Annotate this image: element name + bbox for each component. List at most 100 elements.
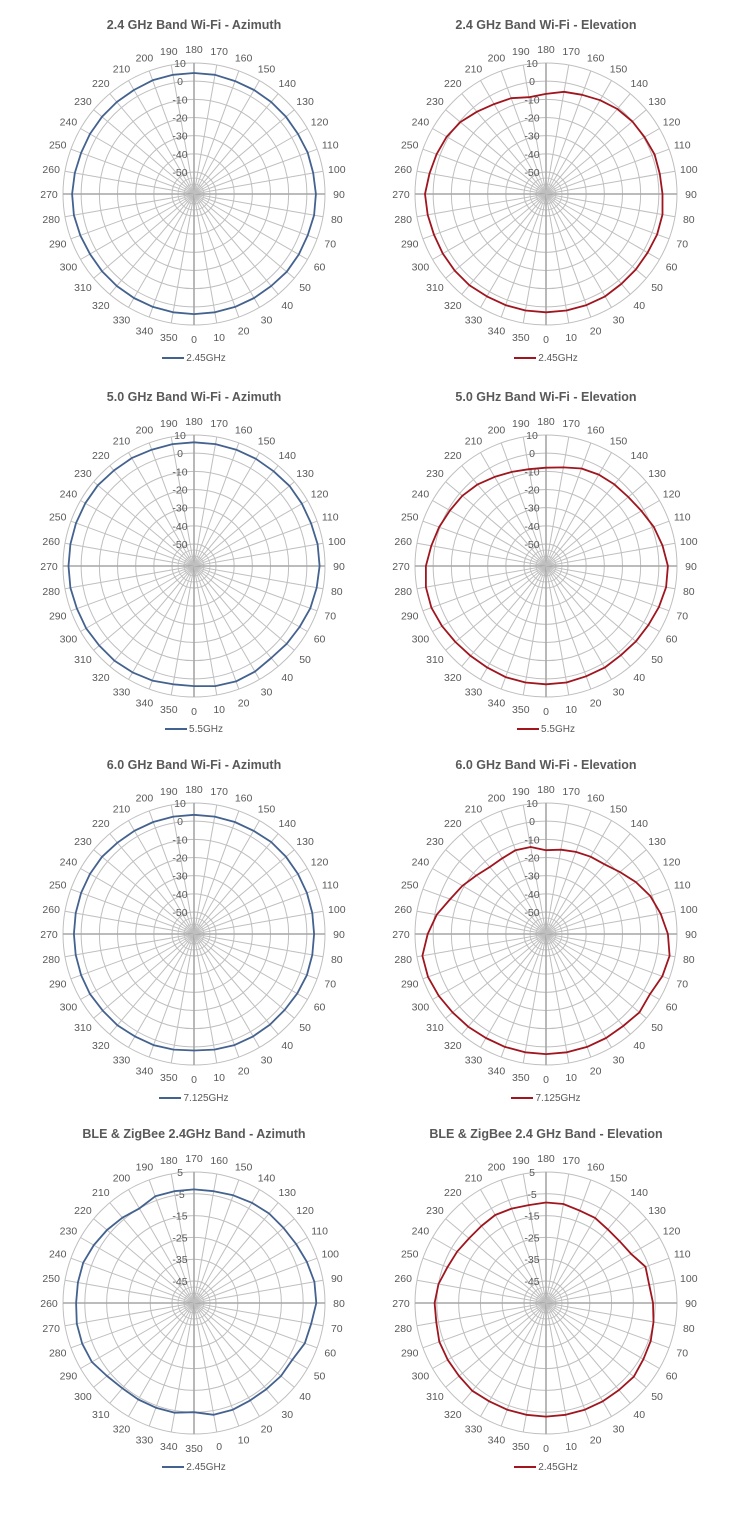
grid-spoke: [545, 565, 570, 696]
angle-tick-label: 280: [49, 1348, 67, 1360]
angle-tick-label: 240: [412, 1226, 430, 1238]
radial-tick-label: -20: [524, 485, 539, 497]
legend: 2.45GHz: [364, 353, 728, 364]
grid-spoke: [193, 520, 318, 567]
grid-spoke: [80, 500, 195, 567]
chart-title: 5.0 GHz Band Wi-Fi - Elevation: [455, 390, 637, 404]
angle-tick-label: 170: [562, 46, 580, 58]
radial-tick-label: -20: [172, 113, 187, 125]
angle-tick-label: 220: [92, 818, 110, 830]
grid-spoke: [193, 1237, 308, 1304]
angle-tick-label: 340: [488, 1065, 506, 1077]
chart-panel-ble-elevation: BLE & ZigBee 2.4 GHz Band - Elevation 18…: [364, 1117, 728, 1485]
angle-tick-label: 210: [113, 63, 131, 75]
grid-spoke: [93, 109, 195, 195]
polar-chart: 1801902002102202302402502602702802903003…: [40, 784, 346, 1086]
angle-tick-label: 180: [537, 1153, 555, 1165]
angle-tick-label: 0: [191, 1074, 197, 1086]
angle-tick-label: 310: [426, 282, 444, 294]
grid-spoke: [500, 810, 547, 935]
grid-spoke: [545, 565, 631, 667]
angle-tick-label: 210: [465, 1172, 483, 1184]
grid-spoke: [193, 1179, 240, 1304]
angle-tick-label: 330: [136, 1434, 154, 1446]
grid-spoke: [193, 565, 279, 667]
angle-tick-label: 240: [412, 489, 430, 501]
angle-tick-label: 330: [465, 315, 483, 327]
angle-tick-label: 70: [331, 1323, 343, 1335]
angle-tick-label: 200: [136, 425, 154, 437]
grid-spoke: [70, 1302, 195, 1349]
series-line: [433, 1201, 655, 1418]
grid-spoke: [193, 933, 295, 1019]
grid-spoke: [193, 148, 318, 195]
grid-spoke: [148, 1179, 195, 1304]
angle-tick-label: 240: [60, 489, 78, 501]
grid-spoke: [545, 565, 676, 590]
angle-tick-label: 30: [261, 315, 273, 327]
legend-swatch: [162, 357, 185, 360]
grid-spoke: [109, 933, 195, 1035]
legend-swatch: [511, 1097, 534, 1100]
angle-tick-label: 140: [630, 78, 648, 90]
angle-tick-label: 170: [210, 46, 228, 58]
grid-spoke: [545, 193, 592, 318]
radial-tick-label: -35: [172, 1254, 187, 1266]
angle-tick-label: 260: [42, 536, 60, 548]
angle-tick-label: 220: [444, 78, 462, 90]
radial-tick-label: -30: [172, 871, 187, 883]
legend-label: 5.5GHz: [189, 724, 223, 735]
grid-spoke: [193, 64, 218, 195]
grid-spoke: [193, 109, 295, 195]
grid-spoke: [70, 193, 195, 240]
grid-spoke: [416, 1302, 547, 1327]
angle-tick-label: 140: [630, 450, 648, 462]
angle-tick-label: 100: [680, 904, 698, 916]
grid-spoke: [193, 565, 308, 632]
angle-tick-label: 320: [444, 1040, 462, 1052]
grid-spoke: [193, 833, 279, 935]
angle-tick-label: 200: [113, 1172, 131, 1184]
grid-spoke: [545, 1302, 631, 1404]
grid-spoke: [545, 820, 612, 935]
angle-tick-label: 260: [42, 904, 60, 916]
grid-spoke: [445, 1302, 547, 1388]
grid-spoke: [545, 810, 592, 935]
grid-spoke: [422, 565, 547, 612]
angle-tick-label: 260: [40, 1298, 58, 1310]
angle-tick-label: 130: [648, 468, 666, 480]
angle-tick-label: 70: [324, 239, 336, 251]
grid-spoke: [170, 933, 195, 1064]
angle-tick-label: 120: [296, 1205, 314, 1217]
polar-chart: 1801902002102202302402502602702802903003…: [40, 416, 345, 718]
grid-spoke: [148, 442, 195, 567]
angle-tick-label: 100: [328, 164, 346, 176]
grid-spoke: [80, 1302, 195, 1369]
angle-tick-label: 50: [651, 282, 663, 294]
grid-spoke: [64, 933, 195, 958]
angle-tick-label: 100: [328, 904, 346, 916]
angle-tick-label: 20: [261, 1424, 273, 1436]
radial-tick-label: -30: [524, 871, 539, 883]
angle-tick-label: 180: [185, 44, 203, 56]
grid-spoke: [80, 868, 195, 935]
angle-tick-label: 250: [401, 139, 419, 151]
angle-tick-label: 40: [281, 672, 293, 684]
angle-tick-label: 240: [412, 857, 430, 869]
grid-spoke: [193, 1202, 279, 1304]
grid-spoke: [422, 1302, 547, 1349]
grid-spoke: [193, 565, 218, 696]
angle-tick-label: 140: [278, 78, 296, 90]
angle-tick-label: 270: [392, 189, 410, 201]
grid-spoke: [416, 542, 547, 567]
angle-tick-label: 170: [185, 1153, 203, 1165]
grid-spoke: [545, 565, 647, 651]
grid-spoke: [545, 452, 612, 567]
angle-tick-label: 290: [401, 979, 419, 991]
legend-label: 2.45GHz: [538, 353, 578, 364]
angle-tick-label: 90: [331, 1273, 343, 1285]
grid-spoke: [545, 193, 670, 240]
radial-tick-label: 10: [526, 58, 538, 70]
angle-tick-label: 270: [40, 929, 58, 941]
angle-tick-label: 310: [74, 282, 92, 294]
